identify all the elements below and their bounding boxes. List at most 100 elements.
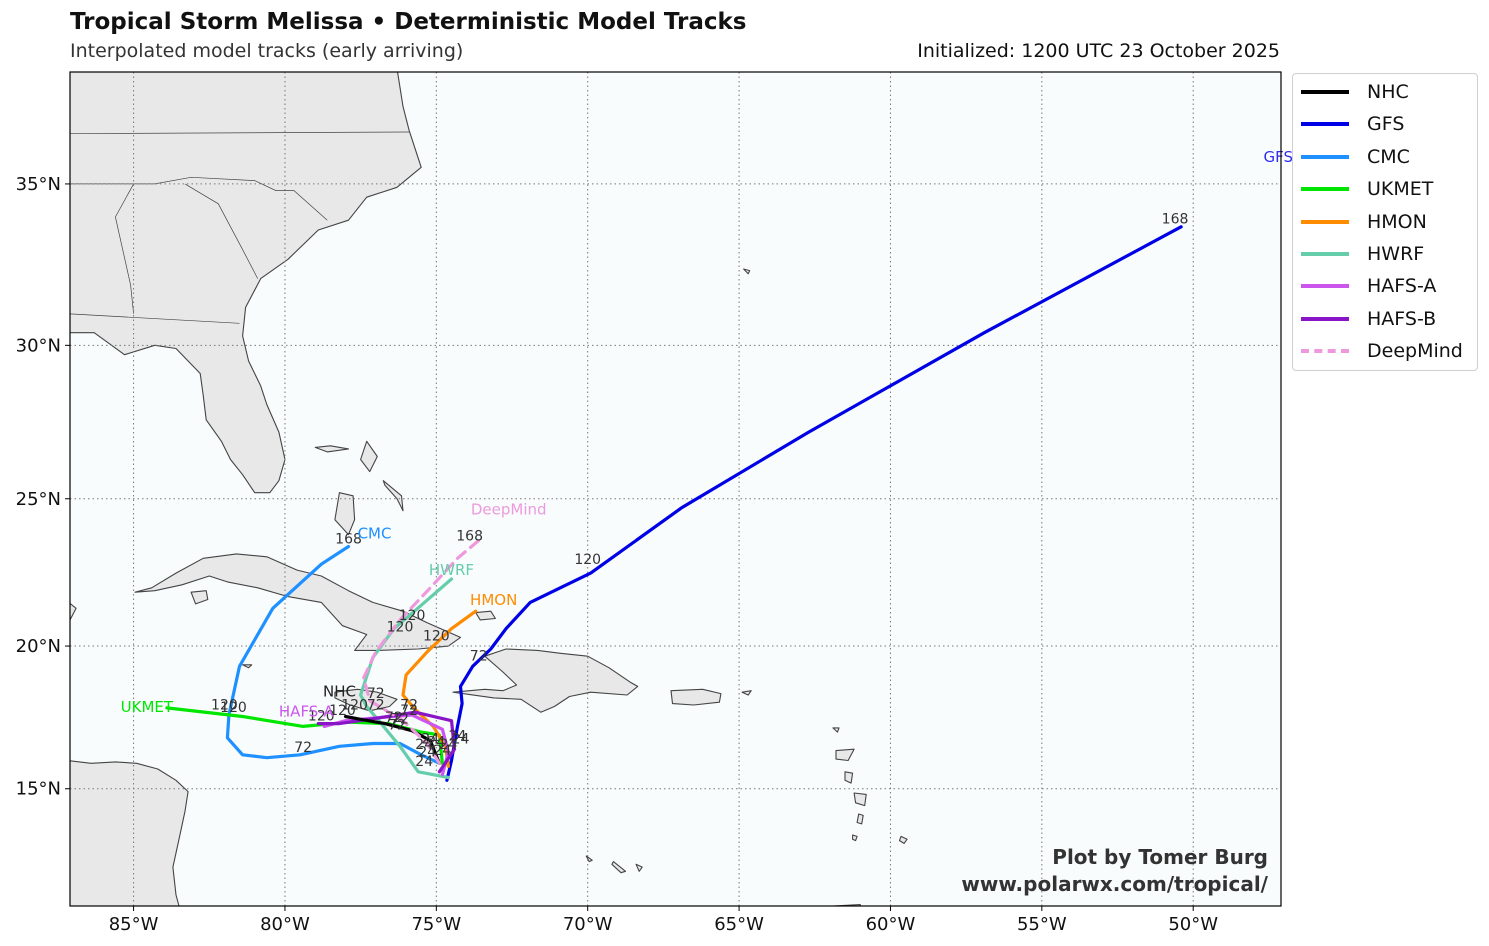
lon-tick-label: 50°W	[1168, 914, 1218, 935]
map-frame	[69, 71, 1282, 907]
model-label-hafs-a: HAFS-A	[279, 702, 335, 720]
model-label-hwrf: HWRF	[429, 561, 474, 579]
map-title: Tropical Storm Melissa • Deterministic M…	[70, 9, 747, 35]
legend-label: HAFS-A	[1367, 275, 1437, 298]
lat-tick-label: 20°N	[16, 636, 61, 657]
axis-ticks: 85°W 80°W 75°W 70°W 65°W 60°W 55°W 50°W 15°N 20°N…	[16, 174, 1219, 935]
andros-land	[334, 492, 356, 536]
isla-juventud-land	[190, 590, 209, 605]
legend-swatch	[1301, 316, 1349, 321]
yucatan-land	[70, 602, 77, 622]
hour-label-hafs-b: 120	[308, 709, 335, 725]
lon-tick-label: 85°W	[109, 914, 159, 935]
legend-swatch	[1301, 349, 1349, 354]
track-hafs-b	[316, 710, 457, 774]
hour-label-cmc: 24	[418, 744, 436, 760]
aruba-land	[585, 855, 593, 863]
hour-label-hmon: 24	[433, 743, 451, 759]
border-line	[37, 707, 43, 761]
legend-item-hafs-b: HAFS-B	[1301, 306, 1436, 332]
model-label-deepmind: DeepMind	[471, 501, 547, 519]
lon-tick-label: 55°W	[1017, 914, 1067, 935]
legend: NHC GFS CMC UKMET HMON HWRF HAFS-A HAFS-B DeepMi…	[1292, 73, 1478, 371]
hour-label-gfs: 168	[1162, 212, 1189, 228]
lat-tick-label: 25°N	[16, 489, 61, 510]
hour-label-cmc: 72	[294, 740, 312, 756]
model-label-ukmet: UKMET	[121, 698, 174, 716]
barbados-land	[898, 835, 908, 844]
legend-item-gfs: GFS	[1301, 111, 1404, 137]
legend-item-nhc: NHC	[1301, 79, 1409, 105]
model-name-labels: GFS CMC UKMET HMON HWRF HAFS-A NHC DeepMind	[121, 148, 1293, 720]
abaco-land	[360, 440, 378, 473]
border-line	[70, 176, 328, 221]
hour-label-gfs: 24	[452, 732, 470, 748]
central-america-land	[70, 760, 189, 906]
hispaniola-land	[452, 648, 639, 713]
bonaire-land	[635, 863, 643, 872]
north-america-land	[70, 72, 422, 494]
lon-tick-label: 60°W	[866, 914, 916, 935]
legend-swatch	[1301, 187, 1349, 192]
landmasses	[37, 72, 908, 906]
legend-swatch	[1301, 154, 1349, 159]
hour-label-ukmet: 72	[388, 717, 406, 733]
legend-item-hwrf: HWRF	[1301, 241, 1424, 267]
track-gfs	[445, 225, 1183, 782]
legend-label: DeepMind	[1367, 340, 1463, 363]
hour-label-nhc: 120	[341, 697, 368, 713]
model-label-cmc: CMC	[358, 524, 392, 542]
legend-swatch	[1301, 252, 1349, 256]
hour-label-nhc: 24	[415, 737, 433, 753]
bermuda-land	[743, 268, 751, 275]
legend-label: UKMET	[1367, 178, 1434, 201]
legend-label: HWRF	[1367, 243, 1425, 265]
track-cmc	[225, 544, 441, 765]
hour-label-ukmet: 120	[211, 697, 238, 713]
hour-label-hafs-b: 24	[449, 729, 467, 745]
dominica-land	[844, 771, 854, 784]
hour-label-deepmind: 72	[367, 686, 385, 702]
track-deepmind	[362, 538, 481, 765]
curacao-land	[611, 861, 627, 874]
track-hmon	[401, 609, 478, 768]
hour-label-hwrf: 24	[415, 754, 433, 770]
track-hwrf	[359, 577, 454, 780]
hour-label-hmon: 120	[423, 628, 450, 644]
credit-url: www.polarwx.com/tropical/	[961, 872, 1268, 896]
guadeloupe-land	[835, 748, 855, 762]
legend-item-ukmet: UKMET	[1301, 176, 1433, 202]
hour-label-hwrf: 120	[399, 608, 426, 624]
eleuthera-land	[382, 480, 404, 512]
virgin-islands-land	[741, 690, 752, 696]
legend-item-cmc: CMC	[1301, 144, 1410, 170]
legend-item-deepmind: DeepMind	[1301, 338, 1463, 364]
map-subtitle: Interpolated model tracks (early arrivin…	[70, 40, 464, 62]
hour-label-deepmind: 24	[421, 732, 439, 748]
legend-label: HMON	[1367, 210, 1427, 233]
initialization-time: Initialized: 1200 UTC 23 October 2025	[917, 40, 1280, 62]
hour-label-hafs-a: 72	[385, 710, 403, 726]
legend-label: NHC	[1367, 81, 1409, 103]
lon-tick-label: 65°W	[714, 914, 764, 935]
hour-label-ukmet: 24	[427, 734, 445, 750]
model-label-nhc: NHC	[323, 682, 356, 700]
jamaica-land	[334, 688, 398, 712]
st-vincent-land	[852, 834, 858, 842]
inagua-land	[475, 610, 496, 621]
hour-label-gfs: 72	[470, 649, 488, 665]
track-hafs-a	[322, 713, 450, 777]
legend-swatch	[1301, 219, 1349, 224]
hour-label-gfs: 120	[574, 552, 601, 568]
legend-swatch	[1301, 90, 1349, 94]
credit-author: Plot by Tomer Burg	[1052, 845, 1268, 869]
forecast-hour-labels: 2472120168247212016824721202472120247212…	[211, 212, 1188, 771]
lon-tick-label: 70°W	[563, 914, 613, 935]
martinique-land	[853, 792, 867, 807]
track-nhc	[343, 714, 441, 765]
st-lucia-land	[856, 813, 864, 825]
hour-label-hafs-b: 72	[400, 703, 418, 719]
hour-label-deepmind: 120	[387, 620, 414, 636]
hour-label-hmon: 72	[400, 697, 418, 713]
legend-swatch	[1301, 122, 1349, 127]
